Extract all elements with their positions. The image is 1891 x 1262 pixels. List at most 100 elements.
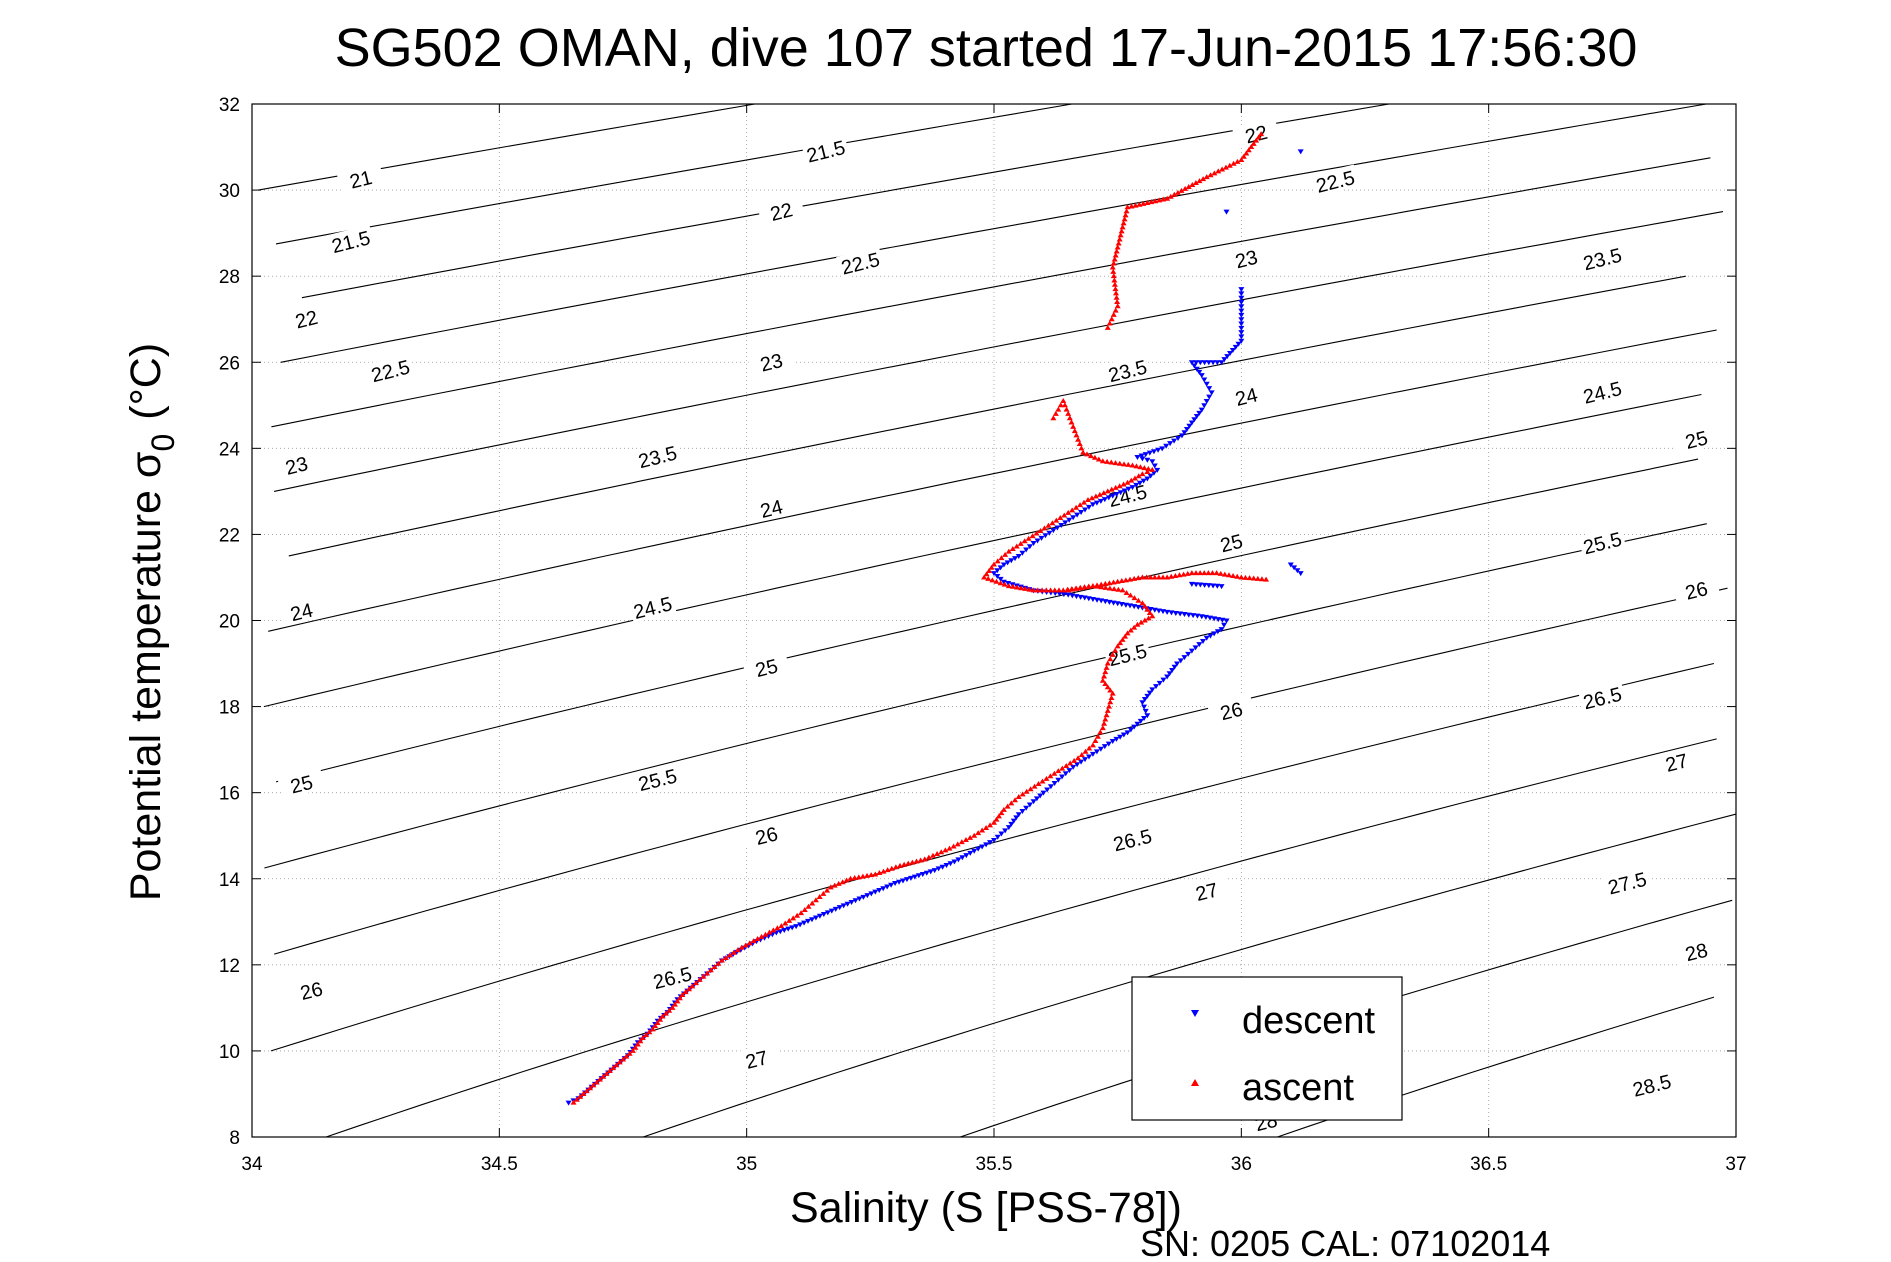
ascent-point [770, 927, 777, 933]
descent-point [1155, 608, 1162, 614]
descent-point [1208, 390, 1215, 396]
y-tick-label: 24 [219, 439, 241, 460]
descent-point [1201, 403, 1208, 409]
ascent-point [587, 1085, 594, 1091]
ascent-point [1111, 256, 1118, 262]
ascent-point [1144, 606, 1151, 612]
contour-label-bg [1182, 874, 1231, 907]
ascent-point [1069, 586, 1076, 592]
ascent-point [1098, 584, 1105, 590]
ascent-point [1078, 752, 1085, 758]
descent-point [1008, 821, 1015, 827]
ascent-point [1052, 410, 1059, 416]
y-axis-title-unit: (°C) [122, 343, 170, 420]
descent-point [1060, 592, 1067, 598]
ascent-point [1164, 574, 1171, 580]
ascent-point [689, 983, 696, 989]
descent-point [1015, 812, 1022, 818]
descent-point [1121, 488, 1128, 494]
descent-point [1081, 595, 1088, 601]
contour-label: 22.5 [836, 246, 885, 280]
ascent-point [1151, 574, 1158, 580]
isopycnal-line [258, 103, 755, 191]
descent-point [1146, 450, 1153, 456]
contour-label-text: 27 [743, 1047, 770, 1074]
descent-point [1197, 360, 1204, 366]
ascent-point [1113, 290, 1120, 296]
ascent-point [1240, 153, 1247, 159]
descent-point [805, 918, 812, 924]
ascent-point [1128, 477, 1135, 483]
descent-point [947, 861, 954, 867]
legend-descent-label: descent [1242, 1000, 1376, 1042]
contour-label-bg [628, 590, 677, 623]
descent-point [997, 576, 1004, 582]
descent-point [1150, 449, 1157, 455]
ascent-point [1057, 402, 1064, 408]
descent-point [1193, 360, 1200, 366]
ascent-point [1122, 633, 1129, 639]
ascent-point [1015, 793, 1022, 799]
descent-point [1004, 560, 1011, 566]
descent-point [1113, 491, 1120, 497]
ascent-point [1023, 788, 1030, 794]
descent-point [1109, 493, 1116, 499]
descent-point [1201, 582, 1208, 588]
ascent-point [738, 944, 745, 950]
ascent-point [1146, 609, 1153, 615]
ascent-point [925, 854, 932, 860]
descent-point [565, 1100, 572, 1106]
ascent-point [1091, 454, 1098, 460]
ascent-point [1109, 651, 1116, 657]
contour-label-bg [282, 302, 331, 335]
contour-label: 28.5 [1627, 1068, 1676, 1102]
ascent-point [610, 1065, 617, 1071]
ascent-point [1207, 172, 1214, 178]
descent-point [1085, 754, 1092, 760]
ascent-point [1082, 748, 1089, 754]
density-contours [258, 103, 1736, 1138]
descent-point [1238, 299, 1245, 305]
descent-point [1177, 611, 1184, 617]
contour-label: 21.5 [326, 224, 375, 258]
descent-point [1023, 547, 1030, 553]
descent-point [1167, 441, 1174, 447]
ascent-point [1255, 134, 1262, 140]
ascent-point [1135, 575, 1142, 581]
ascent-point [1051, 587, 1058, 593]
ascent-point [1085, 583, 1092, 589]
ascent-point [659, 1013, 666, 1019]
descent-point [1144, 713, 1151, 719]
ascent-point [1110, 579, 1117, 585]
descent-point [828, 908, 835, 914]
ascent-point [798, 910, 805, 916]
descent-point [1131, 724, 1138, 730]
descent-point [1139, 700, 1146, 706]
descent-point [1297, 571, 1304, 577]
ascent-point [1073, 585, 1080, 591]
legend-ascent-label: ascent [1242, 1067, 1354, 1109]
contour-label: 23 [1222, 242, 1271, 275]
ascent-point [1073, 504, 1080, 510]
ascent-point [1047, 587, 1054, 593]
ascent-point [1000, 806, 1007, 812]
ascent-point [1029, 533, 1036, 539]
descent-point [1224, 354, 1231, 360]
descent-point [1223, 209, 1230, 215]
ascent-point [1009, 546, 1016, 552]
descent-point [797, 922, 804, 928]
ascent-point [700, 973, 707, 979]
ascent-point [1017, 540, 1024, 546]
ascent-point [1184, 570, 1191, 576]
ascent-point [1131, 624, 1138, 630]
ascent-point [1108, 486, 1115, 492]
y-tick-label: 22 [219, 525, 240, 546]
contour-label-text: 22 [293, 307, 320, 334]
descent-point [1056, 591, 1063, 597]
ascent-point [1097, 729, 1104, 735]
descent-point [1040, 790, 1047, 796]
ascent-point [1114, 298, 1121, 304]
descent-point [1094, 597, 1101, 603]
ascent-point [991, 561, 997, 567]
contour-label: 25 [277, 767, 326, 800]
